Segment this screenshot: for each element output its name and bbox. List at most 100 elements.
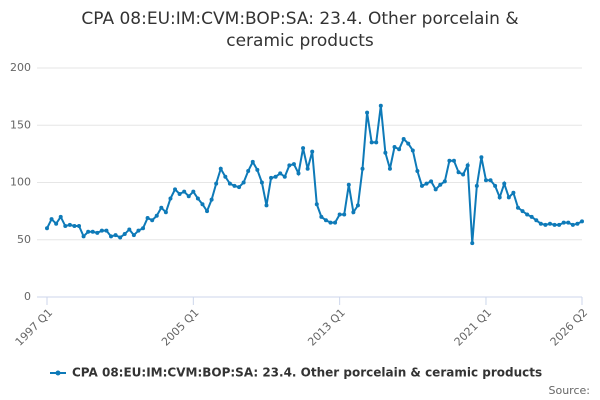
point [122,232,127,237]
point [570,222,575,227]
point [173,187,178,192]
point [497,195,502,200]
point [168,196,173,201]
point [273,174,278,179]
point [511,190,516,195]
point [438,182,443,187]
point [525,212,530,217]
point [150,218,155,223]
point [81,234,86,239]
point [424,181,429,186]
x-tick-label: 2013 Q1 [305,306,348,349]
point [250,159,255,164]
point [465,163,470,168]
point [479,155,484,160]
point [515,205,520,210]
point [502,181,507,186]
x-tick-label: 1997 Q1 [13,306,56,349]
point [360,166,365,171]
point [95,230,100,235]
point [337,212,342,217]
point [538,221,543,226]
point [296,171,301,176]
point [113,233,118,238]
point [387,166,392,171]
point [456,170,461,175]
point [127,227,132,232]
y-tick-label: 50 [17,233,31,246]
point [195,196,200,201]
point [461,172,466,177]
point [378,103,383,108]
point [419,183,424,188]
point [159,205,164,210]
x-tick-label: 2021 Q1 [452,306,495,349]
point [301,146,306,151]
point [543,222,548,227]
point [214,181,219,186]
point [470,241,475,246]
point [506,195,511,200]
point [333,220,338,225]
point [442,179,447,184]
point [163,210,168,215]
point [397,147,402,152]
y-tick-label: 200 [10,61,31,74]
point [451,158,456,163]
point [561,220,566,225]
point [287,163,292,168]
series-line [46,105,583,244]
point [310,149,315,154]
point [351,210,356,215]
point [534,218,539,223]
point [200,202,205,207]
point [557,222,562,227]
point [77,224,82,229]
point [447,158,452,163]
point [314,202,319,207]
point [278,171,283,176]
point [269,175,274,180]
point [580,219,584,224]
point [474,183,479,188]
point [86,229,91,234]
legend-label: CPA 08:EU:IM:CVM:BOP:SA: 23.4. Other por… [72,366,542,380]
point [99,228,104,233]
point [547,221,552,226]
source: Source: [549,384,591,397]
point [136,228,141,233]
point [255,167,260,172]
point [209,197,214,202]
point [259,180,264,185]
point [374,140,379,145]
point [182,189,187,194]
point [131,233,136,238]
point [237,185,242,190]
point [342,212,347,217]
point [49,217,54,222]
point [575,221,580,226]
point [483,178,488,183]
legend-marker [55,370,61,376]
point [355,203,360,208]
point [305,166,310,171]
point [401,136,406,141]
point [104,228,109,233]
point [154,213,159,218]
point [45,226,49,231]
point [67,222,72,227]
point [241,180,246,185]
point [415,169,420,174]
point [433,187,438,192]
point [429,179,434,184]
point [141,226,146,231]
point [205,209,210,214]
point [552,222,557,227]
point [319,214,324,219]
point [72,224,77,229]
x-tick-label: 2026 Q2 [548,306,591,349]
x-tick-label: 2005 Q1 [159,306,202,349]
chart-title: CPA 08:EU:IM:CVM:BOP:SA: 23.4. Other por… [81,9,519,51]
